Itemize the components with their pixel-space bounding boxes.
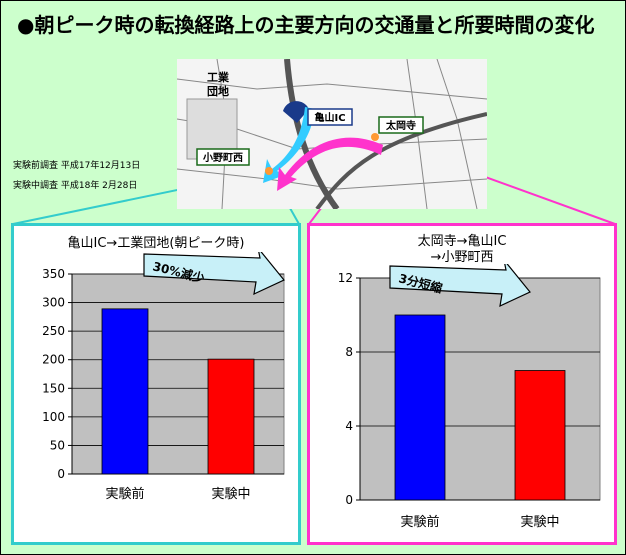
tadaiji-label-box — [378, 116, 424, 134]
x-tick-label: 実験前 — [400, 514, 439, 530]
y-tick-label: 300 — [42, 296, 65, 310]
route-map: 工業 団地 亀山IC 太岡寺 小野町西 — [177, 59, 487, 209]
y-tick-label: 8 — [345, 345, 353, 359]
y-tick-label: 12 — [338, 271, 353, 285]
annotation-arrow — [143, 252, 285, 296]
label-onomachi: 小野町西 — [202, 151, 243, 164]
y-tick-label: 100 — [42, 410, 65, 424]
onomachi-dot — [265, 167, 273, 175]
y-tick-label: 200 — [42, 353, 65, 367]
label-tadaiji: 太岡寺 — [385, 119, 416, 132]
onomachi-label-box — [196, 148, 250, 166]
x-tick-label: 実験前 — [105, 486, 144, 502]
survey-before-date: 実験前調査 平成17年12月13日 — [13, 161, 141, 171]
arrow-cyan — [263, 107, 315, 183]
label-ic: 亀山IC — [314, 111, 345, 124]
chart-title-time-1: 太岡寺→亀山IC — [417, 234, 507, 249]
y-tick-label: 150 — [42, 381, 65, 395]
route-1 — [315, 112, 487, 209]
y-tick-label: 250 — [42, 324, 65, 338]
y-tick-label: 0 — [345, 493, 353, 507]
chart-panel-traffic: 亀山IC→工業団地(朝ピーク時) 0 50 100 150 200 250 300 350 実験… — [11, 223, 301, 545]
ic-marker — [283, 101, 309, 123]
x-tick-label: 実験中 — [211, 486, 250, 502]
ic-label-box — [307, 108, 353, 126]
y-tick-label: 350 — [42, 267, 65, 281]
y-tick-label: 50 — [50, 438, 65, 452]
y-tick-label: 4 — [345, 419, 353, 433]
chart-panel-time: 太岡寺→亀山IC →小野町西 0 4 8 12 実験前 実験中 3分短縮 — [307, 223, 617, 545]
chart-title-time-2: →小野町西 — [430, 250, 494, 265]
bar — [514, 370, 566, 501]
tadaiji-dot — [371, 133, 379, 141]
arrow-magenta — [277, 137, 383, 191]
survey-during-date: 実験中調査 平成18年 2月28日 — [13, 181, 138, 191]
page-title: ●朝ピーク時の転換経路上の主要方向の交通量と所要時間の変化 — [17, 13, 595, 37]
label-industrial-1: 工業 — [207, 70, 230, 84]
x-tick-label: 実験中 — [520, 514, 559, 530]
bar — [207, 358, 255, 475]
label-industrial-2: 団地 — [207, 84, 229, 98]
y-tick-label: 0 — [57, 467, 65, 481]
bar — [101, 308, 149, 475]
annotation-arrow — [389, 264, 531, 308]
chart-title-traffic: 亀山IC→工業団地(朝ピーク時) — [67, 236, 245, 251]
bar — [394, 314, 446, 501]
